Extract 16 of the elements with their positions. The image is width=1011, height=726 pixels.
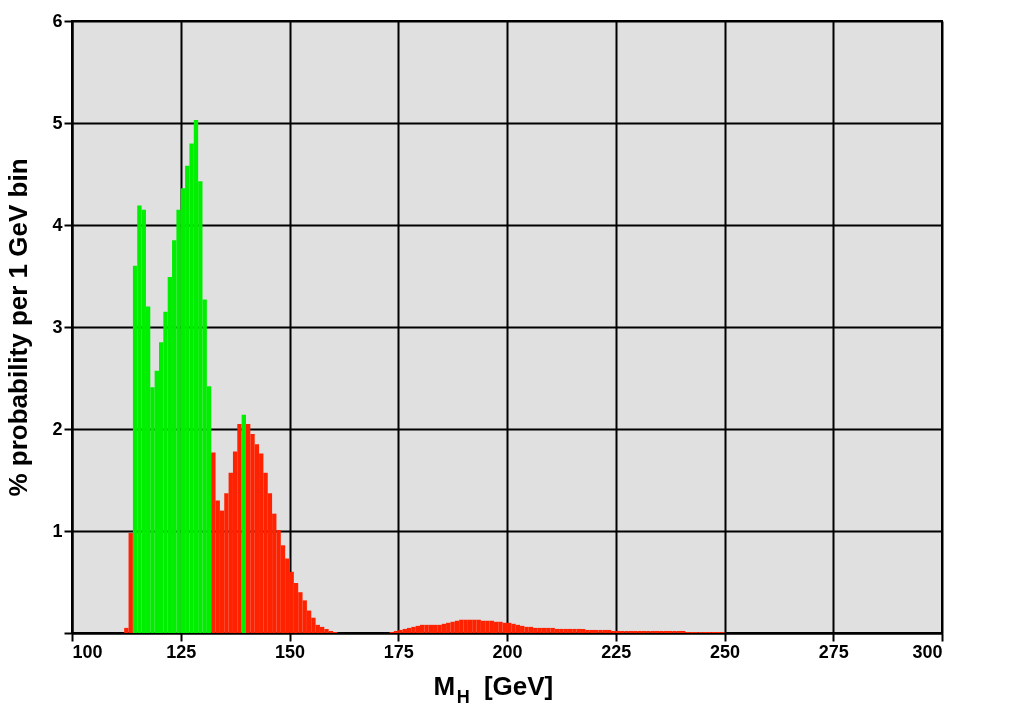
y-tick-label: 4 bbox=[52, 214, 63, 235]
y-tick-label: 3 bbox=[52, 316, 63, 337]
y-tick-label: 1 bbox=[52, 520, 63, 541]
x-tick-label: 125 bbox=[166, 641, 197, 662]
x-tick-label: 225 bbox=[601, 641, 632, 662]
x-tick-label: 275 bbox=[818, 641, 849, 662]
y-tick-label: 6 bbox=[52, 10, 63, 31]
x-tick-label: 200 bbox=[492, 641, 523, 662]
x-tick-label: 100 bbox=[72, 641, 103, 662]
y-tick-label: 5 bbox=[52, 112, 63, 133]
x-tick-label: 175 bbox=[383, 641, 414, 662]
x-tick-label: 250 bbox=[709, 641, 741, 662]
y-tick-label: 2 bbox=[52, 418, 63, 439]
y-axis-title: % probability per 1 GeV bin bbox=[3, 158, 34, 497]
x-tick-label: 300 bbox=[912, 641, 943, 662]
x-tick-label: 150 bbox=[274, 641, 306, 662]
